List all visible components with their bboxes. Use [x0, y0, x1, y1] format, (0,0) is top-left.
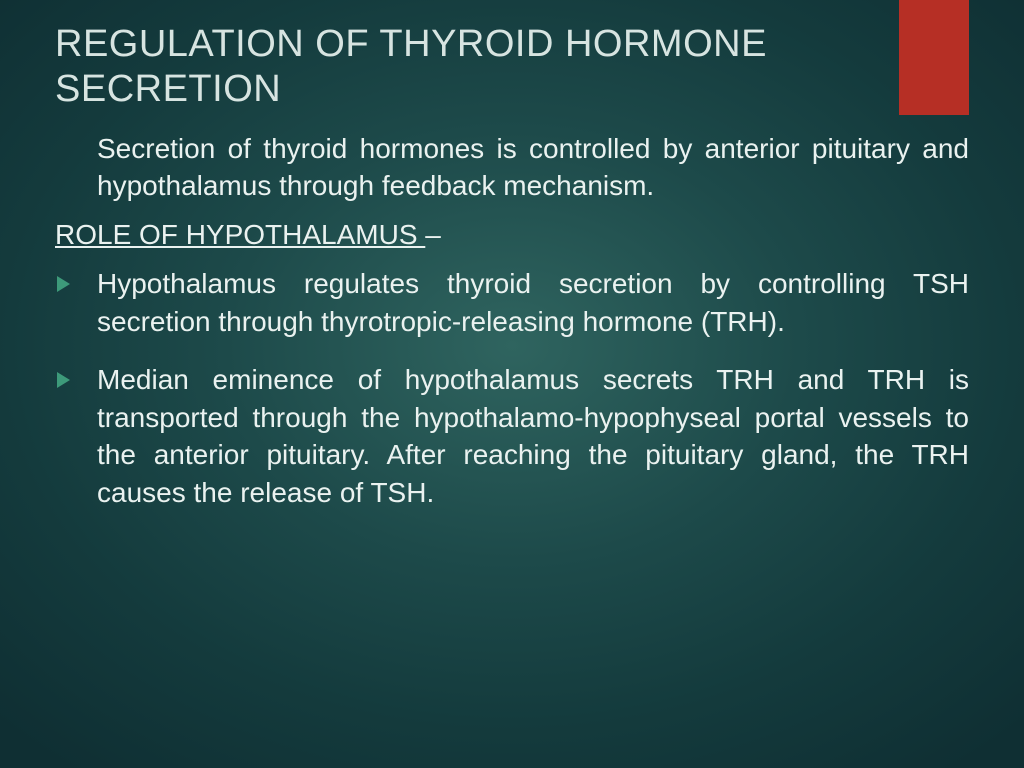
slide-title: REGULATION OF THYROID HORMONE SECRETION: [55, 22, 969, 112]
subheading-underlined: ROLE OF HYPOTHALAMUS: [55, 219, 425, 250]
intro-paragraph: Secretion of thyroid hormones is control…: [97, 130, 969, 206]
list-item: Hypothalamus regulates thyroid secretion…: [55, 265, 969, 341]
triangle-bullet-icon: [57, 372, 70, 388]
list-item-text: Hypothalamus regulates thyroid secretion…: [97, 265, 969, 341]
corner-ribbon: [899, 0, 969, 115]
triangle-bullet-icon: [57, 276, 70, 292]
slide-container: REGULATION OF THYROID HORMONE SECRETION …: [0, 0, 1024, 768]
bullet-list: Hypothalamus regulates thyroid secretion…: [55, 265, 969, 512]
subheading-trailing: –: [425, 219, 441, 250]
subheading: ROLE OF HYPOTHALAMUS –: [55, 219, 969, 251]
list-item: Median eminence of hypothalamus secrets …: [55, 361, 969, 512]
list-item-text: Median eminence of hypothalamus secrets …: [97, 361, 969, 512]
